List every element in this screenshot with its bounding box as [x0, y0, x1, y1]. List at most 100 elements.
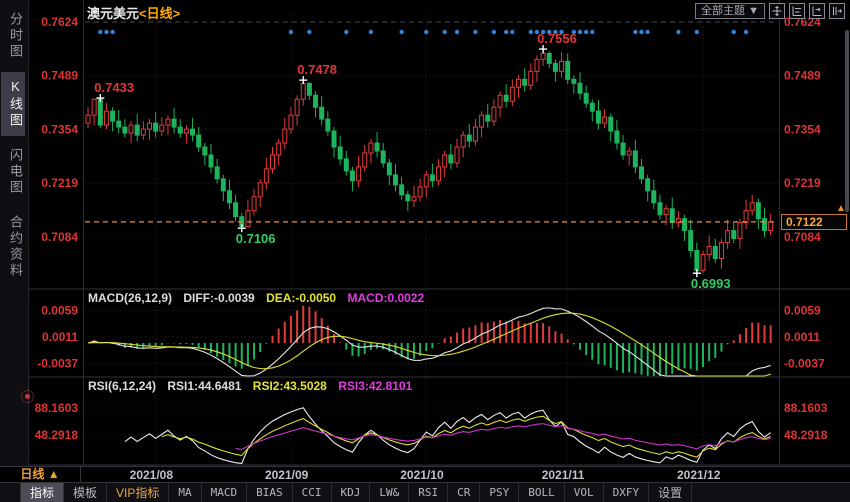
candle: [159, 124, 165, 132]
candle: [91, 98, 97, 116]
candle: [196, 134, 202, 148]
scroll-right-icon[interactable]: [829, 3, 845, 19]
toolbar-item-MA[interactable]: MA: [169, 483, 202, 502]
candle: [134, 124, 140, 136]
macd-dea-line: [87, 312, 771, 377]
candle: [399, 184, 405, 196]
price-annotation: 0.7556: [537, 31, 577, 46]
rsi1-value: RSI1:44.6481: [167, 379, 242, 393]
y-axis-label: 0.7489: [784, 69, 821, 83]
candle: [226, 190, 232, 204]
toolbar-item-VOL[interactable]: VOL: [565, 483, 604, 502]
toolbar-item-设置[interactable]: 设置: [649, 483, 693, 502]
candle: [522, 78, 528, 86]
signal-dot: [639, 29, 644, 35]
candle: [245, 210, 251, 228]
toolbar-item-MACD[interactable]: MACD: [202, 483, 248, 502]
x-axis-label: 2021/10: [400, 468, 444, 482]
y-axis-label: 0.7084: [784, 230, 821, 244]
candle: [423, 174, 429, 188]
macd-axis-label: 0.0011: [42, 330, 78, 344]
theme-dropdown[interactable]: 全部主题 ▼: [695, 3, 765, 19]
candle: [454, 146, 460, 164]
toolbar-item-BOLL[interactable]: BOLL: [519, 483, 565, 502]
signal-dot: [590, 29, 595, 35]
toolbar-item-DXFY[interactable]: DXFY: [604, 483, 650, 502]
candle: [460, 134, 466, 148]
candle: [313, 94, 319, 108]
candle: [534, 58, 540, 72]
toolbar-item-指标[interactable]: 指标: [21, 483, 65, 502]
toolbar-item-模板[interactable]: 模板: [64, 483, 108, 502]
toolbar-item-LW&[interactable]: LW&: [370, 483, 410, 502]
candle: [288, 114, 294, 130]
candle: [436, 166, 442, 182]
candle: [694, 250, 700, 271]
signal-dot: [491, 29, 497, 35]
signal-dot: [344, 29, 349, 35]
sidebar-item-3[interactable]: 合约资料: [8, 215, 23, 279]
toolbar-item-PSY[interactable]: PSY: [480, 483, 520, 502]
signal-dot: [583, 29, 589, 35]
candle: [718, 242, 724, 259]
signal-dot: [528, 29, 533, 35]
period-selector[interactable]: 日线 ▲: [0, 467, 81, 482]
zoom-horizontal-icon[interactable]: [789, 3, 805, 19]
sidebar-item-1[interactable]: K线图: [1, 72, 25, 136]
sidebar-item-0[interactable]: 分时图: [8, 12, 23, 60]
candle: [583, 92, 589, 104]
x-axis-label: 2021/09: [264, 468, 309, 482]
candle: [233, 202, 239, 218]
candle: [429, 174, 435, 182]
candle: [386, 162, 392, 176]
toolbar-item-KDJ[interactable]: KDJ: [332, 483, 371, 502]
right-scrollbar[interactable]: [845, 30, 849, 212]
signal-dot: [110, 29, 115, 35]
candle: [614, 130, 620, 144]
last-price-badge: 0.7122: [781, 214, 847, 230]
candle: [171, 118, 177, 128]
candle: [183, 128, 189, 134]
candle: [565, 60, 571, 80]
rsi1-line: [124, 407, 771, 465]
signal-dot: [547, 29, 552, 35]
candle: [442, 154, 448, 168]
sidebar-item-2[interactable]: 闪电图: [8, 148, 23, 196]
toolbar-item-BIAS[interactable]: BIAS: [247, 483, 293, 502]
candle: [405, 194, 411, 202]
signal-dot: [368, 29, 374, 35]
candle: [762, 218, 767, 232]
signal-dot: [98, 29, 103, 35]
candle: [712, 246, 718, 259]
zoom-vertical-icon[interactable]: [809, 3, 825, 19]
candle: [675, 218, 681, 224]
candle: [632, 150, 638, 168]
y-axis-label: 0.7354: [784, 122, 821, 136]
candle: [349, 170, 355, 182]
rsi-axis-label: 48.2918: [784, 428, 828, 442]
candle: [755, 202, 761, 220]
toolbar-item-VIP指标[interactable]: VIP指标: [107, 483, 170, 502]
toolbar-item-RSI[interactable]: RSI: [409, 483, 449, 502]
signal-dot: [731, 29, 736, 35]
signal-dot: [633, 29, 638, 35]
y-axis-label: 0.7624: [41, 15, 78, 29]
rsi2-value: RSI2:43.5028: [252, 379, 327, 393]
candle: [682, 218, 688, 232]
candle: [540, 52, 546, 60]
pan-icon[interactable]: [769, 3, 785, 19]
candle: [257, 182, 263, 198]
toolbar-item-CR[interactable]: CR: [448, 483, 481, 502]
y-axis-label: 0.7084: [41, 230, 78, 244]
candle: [190, 128, 196, 136]
signal-dot: [454, 29, 460, 35]
indicator-settings-icon[interactable]: [21, 390, 34, 403]
candle: [417, 186, 423, 198]
candle: [97, 98, 103, 126]
toolbar-item-CCI[interactable]: CCI: [293, 483, 332, 502]
price-annotation: 0.7433: [94, 80, 134, 95]
candle: [472, 126, 478, 142]
candle: [503, 94, 509, 102]
macd-title: MACD(26,12,9): [88, 291, 173, 305]
